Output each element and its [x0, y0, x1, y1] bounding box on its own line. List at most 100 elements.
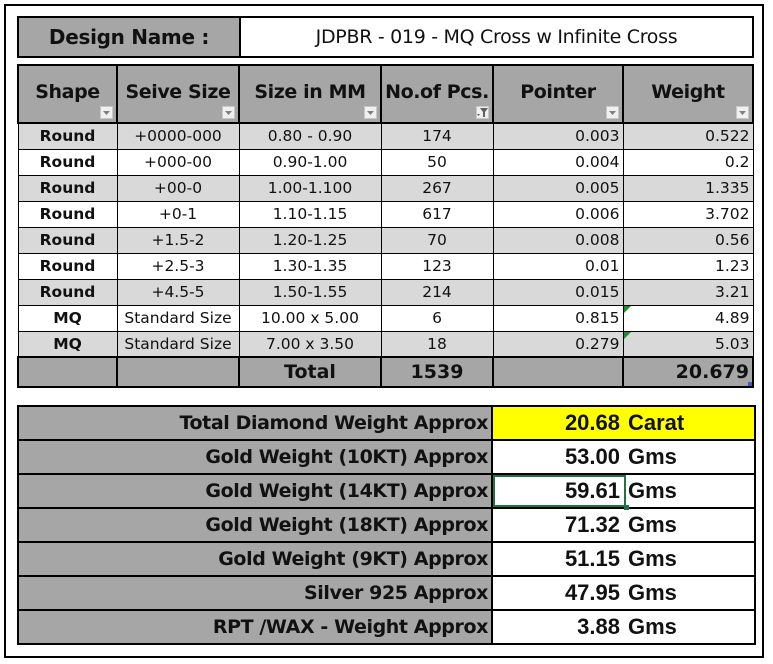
- col-header-seive-size[interactable]: Seive Size: [116, 64, 240, 124]
- cell-size-mm[interactable]: 1.00-1.100: [238, 174, 382, 202]
- cell-pointer[interactable]: 0.003: [492, 122, 624, 150]
- cell-size-mm[interactable]: 1.30-1.35: [238, 252, 382, 280]
- dropdown-arrow-icon[interactable]: [100, 106, 113, 119]
- filter-active-icon[interactable]: [476, 106, 489, 119]
- cell-seive[interactable]: +0000-000: [116, 122, 240, 150]
- col-header-size-mm[interactable]: Size in MM: [238, 64, 382, 124]
- col-header-no-of-pcs[interactable]: No.of Pcs.: [380, 64, 494, 124]
- table-row: Round +4.5-5 1.50-1.55 214 0.015 3.21: [17, 278, 754, 306]
- cell-pointer[interactable]: 0.01: [492, 252, 624, 280]
- cell-shape[interactable]: Round: [17, 226, 118, 254]
- summary-value-cell[interactable]: 59.61 Gms: [491, 473, 756, 510]
- cell-size-mm[interactable]: 1.10-1.15: [238, 200, 382, 228]
- cell-seive[interactable]: +00-0: [116, 174, 240, 202]
- total-empty-cell[interactable]: [116, 356, 240, 388]
- summary-label[interactable]: Silver 925 Approx: [17, 575, 493, 611]
- total-empty-cell[interactable]: [492, 356, 624, 388]
- summary-row-gold-18kt: Gold Weight (18KT) Approx 71.32 Gms: [17, 507, 756, 543]
- cell-pcs[interactable]: 214: [380, 278, 494, 306]
- cell-pointer[interactable]: 0.008: [492, 226, 624, 254]
- cell-size-mm[interactable]: 10.00 x 5.00: [238, 304, 382, 332]
- cell-pointer[interactable]: 0.006: [492, 200, 624, 228]
- total-empty-cell[interactable]: [17, 356, 118, 388]
- summary-label[interactable]: Gold Weight (10KT) Approx: [17, 439, 493, 475]
- cell-shape[interactable]: MQ: [17, 304, 118, 332]
- design-name-label[interactable]: Design Name :: [19, 18, 241, 56]
- total-pcs[interactable]: 1539: [380, 356, 494, 388]
- cell-weight[interactable]: 5.03: [622, 330, 754, 358]
- cell-shape[interactable]: Round: [17, 148, 118, 176]
- cell-pcs[interactable]: 617: [380, 200, 494, 228]
- cell-shape[interactable]: Round: [17, 122, 118, 150]
- cell-weight[interactable]: 0.522: [622, 122, 754, 150]
- summary-value-cell[interactable]: 71.32 Gms: [491, 507, 756, 543]
- summary-label[interactable]: Gold Weight (14KT) Approx: [17, 473, 493, 509]
- cell-size-mm[interactable]: 0.90-1.00: [238, 148, 382, 176]
- design-name-value[interactable]: JDPBR - 019 - MQ Cross w Infinite Cross: [315, 26, 678, 48]
- summary-value-cell[interactable]: 3.88 Gms: [491, 609, 756, 645]
- cell-pcs[interactable]: 174: [380, 122, 494, 150]
- design-name-row: Design Name : JDPBR - 019 - MQ Cross w I…: [17, 16, 754, 58]
- summary-label[interactable]: Total Diamond Weight Approx: [17, 405, 493, 441]
- cell-shape[interactable]: MQ: [17, 330, 118, 358]
- cell-seive[interactable]: +4.5-5: [116, 278, 240, 306]
- summary-value: 47.95: [564, 580, 620, 605]
- summary-value-cell[interactable]: 53.00 Gms: [491, 439, 756, 475]
- dropdown-arrow-icon[interactable]: [364, 106, 377, 119]
- dropdown-arrow-icon[interactable]: [606, 106, 619, 119]
- table-row: Round +1.5-2 1.20-1.25 70 0.008 0.56: [17, 226, 754, 254]
- cell-size-mm[interactable]: 0.80 - 0.90: [238, 122, 382, 150]
- cell-shape[interactable]: Round: [17, 278, 118, 306]
- cell-weight[interactable]: 1.335: [622, 174, 754, 202]
- cell-pointer[interactable]: 0.004: [492, 148, 624, 176]
- cell-weight[interactable]: 1.23: [622, 252, 754, 280]
- cell-weight[interactable]: 0.56: [622, 226, 754, 254]
- summary-label[interactable]: Gold Weight (18KT) Approx: [17, 507, 493, 543]
- cell-seive[interactable]: +1.5-2: [116, 226, 240, 254]
- total-weight[interactable]: 20.679: [622, 356, 754, 388]
- cell-shape[interactable]: Round: [17, 252, 118, 280]
- cell-pointer[interactable]: 0.815: [492, 304, 624, 332]
- cell-seive[interactable]: Standard Size: [116, 330, 240, 358]
- cell-seive[interactable]: +0-1: [116, 200, 240, 228]
- cell-size-mm[interactable]: 1.50-1.55: [238, 278, 382, 306]
- col-header-pointer[interactable]: Pointer: [492, 64, 624, 124]
- summary-label[interactable]: Gold Weight (9KT) Approx: [17, 541, 493, 577]
- col-header-shape[interactable]: Shape: [17, 64, 118, 124]
- total-label[interactable]: Total: [238, 356, 382, 388]
- summary-value-cell[interactable]: 20.68 Carat: [491, 405, 756, 441]
- dropdown-arrow-icon[interactable]: [222, 106, 235, 119]
- cell-pcs[interactable]: 18: [380, 330, 494, 358]
- cell-weight[interactable]: 3.21: [622, 278, 754, 306]
- summary-unit: Gms: [628, 478, 677, 503]
- cell-size-mm[interactable]: 1.20-1.25: [238, 226, 382, 254]
- cell-weight[interactable]: 4.89: [622, 304, 754, 332]
- cell-seive[interactable]: +2.5-3: [116, 252, 240, 280]
- cell-weight[interactable]: 0.2: [622, 148, 754, 176]
- cell-shape[interactable]: Round: [17, 200, 118, 228]
- cell-shape[interactable]: Round: [17, 174, 118, 202]
- table-row: Round +0000-000 0.80 - 0.90 174 0.003 0.…: [17, 122, 754, 150]
- summary-value-cell[interactable]: 47.95 Gms: [491, 575, 756, 611]
- cell-pcs[interactable]: 123: [380, 252, 494, 280]
- summary-value-selected[interactable]: 59.61: [493, 475, 629, 510]
- cell-pointer[interactable]: 0.005: [492, 174, 624, 202]
- cell-seive[interactable]: +000-00: [116, 148, 240, 176]
- summary-value: 20.68: [564, 410, 620, 435]
- cell-pcs[interactable]: 50: [380, 148, 494, 176]
- col-header-weight[interactable]: Weight: [622, 64, 754, 124]
- summary-unit: Gms: [628, 580, 677, 605]
- dropdown-arrow-icon[interactable]: [736, 106, 749, 119]
- cell-size-mm[interactable]: 7.00 x 3.50: [238, 330, 382, 358]
- cell-pcs[interactable]: 6: [380, 304, 494, 332]
- cell-seive[interactable]: Standard Size: [116, 304, 240, 332]
- summary-value-cell[interactable]: 51.15 Gms: [491, 541, 756, 577]
- fill-handle[interactable]: [748, 382, 751, 385]
- cell-weight[interactable]: 3.702: [622, 200, 754, 228]
- cell-pcs[interactable]: 267: [380, 174, 494, 202]
- cell-pcs[interactable]: 70: [380, 226, 494, 254]
- summary-label[interactable]: RPT /WAX - Weight Approx: [17, 609, 493, 645]
- summary-unit: Carat: [628, 410, 685, 435]
- cell-pointer[interactable]: 0.015: [492, 278, 624, 306]
- cell-pointer[interactable]: 0.279: [492, 330, 624, 358]
